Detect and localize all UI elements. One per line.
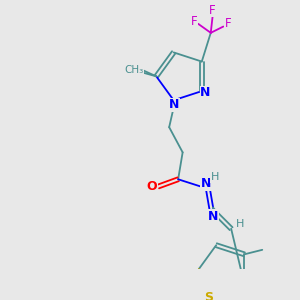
Text: F: F (209, 4, 216, 17)
Text: N: N (169, 98, 180, 111)
Text: F: F (190, 15, 197, 28)
Text: CH₃: CH₃ (124, 65, 143, 75)
Text: N: N (201, 177, 211, 190)
Text: H: H (236, 219, 244, 229)
Text: N: N (200, 86, 211, 99)
Text: O: O (147, 180, 158, 193)
Text: H: H (211, 172, 219, 182)
Text: N: N (208, 210, 218, 223)
Text: S: S (205, 291, 214, 300)
Text: F: F (224, 17, 231, 30)
